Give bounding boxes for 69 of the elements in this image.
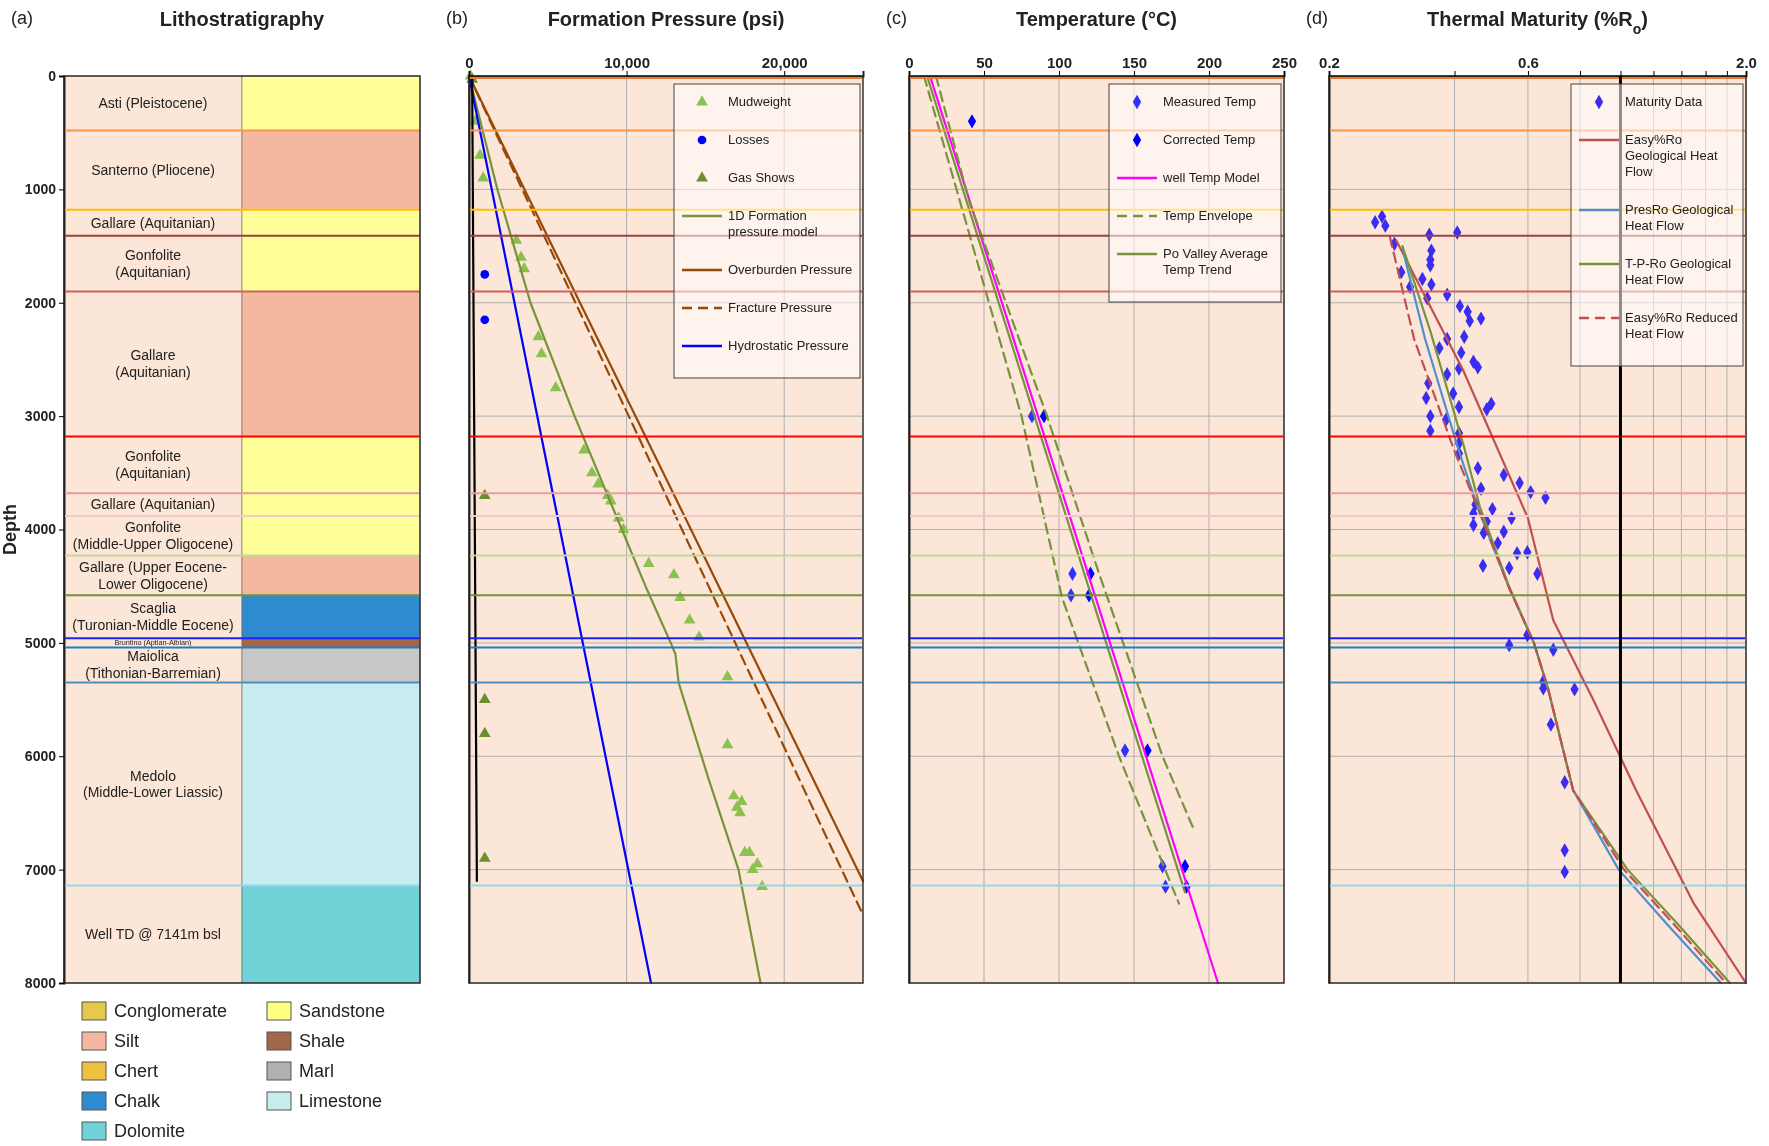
x-tick-label: 50: [976, 54, 993, 71]
series-label: Gallare (Aquitanian): [90, 496, 216, 513]
series-label: Gonfolite (Middle-Upper Oligocene): [72, 519, 234, 553]
y-tick-label: 1000: [24, 181, 57, 198]
text: Limestone: [299, 1091, 383, 1111]
x-tick-label: 200: [1196, 54, 1223, 71]
y-tick-label: 8000: [24, 974, 57, 991]
text: (d): [1306, 8, 1328, 28]
legend-label: Fracture Pressure: [728, 300, 833, 315]
y-tick-label: 7000: [24, 861, 57, 878]
y-axis-title: Depth: [0, 504, 20, 555]
legend-label: Losses: [728, 132, 770, 147]
chart-title: Temperature (°C): [1016, 8, 1177, 30]
x-tick-label: 150: [1121, 54, 1148, 71]
series-label: Gonfolite (Aquitanian): [115, 448, 191, 482]
x-tick-label: 0.2: [1319, 54, 1340, 71]
text: Sandstone: [299, 1001, 386, 1021]
text: Dolomite: [114, 1121, 186, 1141]
series-label: Asti (Pleistocene): [98, 95, 208, 112]
series-label: Santerno (Pliocene): [91, 162, 215, 178]
y-tick-label: 0: [48, 67, 57, 84]
legend-label: Mudweight: [728, 94, 792, 109]
legend-label: 1D Formation pressure model: [728, 208, 818, 239]
text: Chert: [114, 1061, 159, 1081]
legend-label: Corrected Temp: [1163, 132, 1256, 147]
legend-label: Temp Envelope: [1163, 208, 1253, 223]
text: Chalk: [114, 1091, 162, 1111]
chart-title: Lithostratigraphy: [159, 8, 326, 30]
series-label: Gallare (Aquitanian): [115, 347, 191, 381]
x-tick-label: 10,000: [604, 54, 651, 71]
text: (a): [11, 8, 33, 28]
text: Marl: [299, 1061, 334, 1081]
chart-title: Formation Pressure (psi): [547, 8, 785, 30]
series-label: Scaglia (Turonian-Middle Eocene): [72, 600, 234, 634]
series-label: Maiolica (Tithonian-Barremian): [85, 648, 221, 682]
x-tick-label: 0.6: [1518, 54, 1539, 71]
text: Shale: [299, 1031, 346, 1051]
x-tick-label: 20,000: [761, 54, 808, 71]
x-tick-label: 250: [1271, 54, 1298, 71]
y-tick-label: 3000: [24, 408, 57, 425]
x-tick-label: 0: [905, 54, 914, 71]
legend-label: Po Valley Average Temp Trend: [1163, 246, 1269, 277]
legend-label: Easy%Ro Geological Heat Flow: [1625, 132, 1718, 179]
y-tick-label: 5000: [24, 634, 57, 651]
series-label: Gonfolite (Aquitanian): [115, 247, 191, 280]
series-label: Gallare (Aquitanian): [90, 214, 216, 231]
y-tick-label: 4000: [24, 521, 57, 538]
x-tick-label: 0: [465, 54, 474, 71]
legend-label: T-P-Ro Geological Heat Flow: [1625, 256, 1732, 287]
series-label: Gallare (Upper Eocene- Lower Oligocene): [79, 558, 228, 592]
legend-label: Measured Temp: [1163, 94, 1256, 109]
text: Silt: [114, 1031, 140, 1051]
series-label: Medolo (Middle-Lower Liassic): [82, 767, 224, 801]
legend-label: Maturity Data: [1625, 94, 1704, 109]
x-tick-label: 100: [1046, 54, 1073, 71]
chart-title: Thermal Maturity (%R$_{o}$): [1427, 8, 1648, 37]
legend-label: well Temp Model: [1162, 170, 1260, 185]
series-label: Well TD @ 7141m bsl: [85, 926, 221, 943]
legend-label: Hydrostatic Pressure: [728, 338, 849, 353]
text: (b): [446, 8, 468, 28]
legend-label: Gas Shows: [728, 170, 795, 185]
y-tick-label: 6000: [24, 748, 57, 765]
x-tick-label: 2.0: [1736, 54, 1757, 71]
legend-label: Easy%Ro Reduced Heat Flow: [1625, 310, 1738, 341]
text: Conglomerate: [114, 1001, 228, 1021]
legend-label: Overburden Pressure: [728, 262, 853, 277]
text: (c): [886, 8, 907, 28]
y-tick-label: 2000: [24, 294, 57, 311]
legend-label: PresRo Geological Heat Flow: [1625, 202, 1734, 233]
